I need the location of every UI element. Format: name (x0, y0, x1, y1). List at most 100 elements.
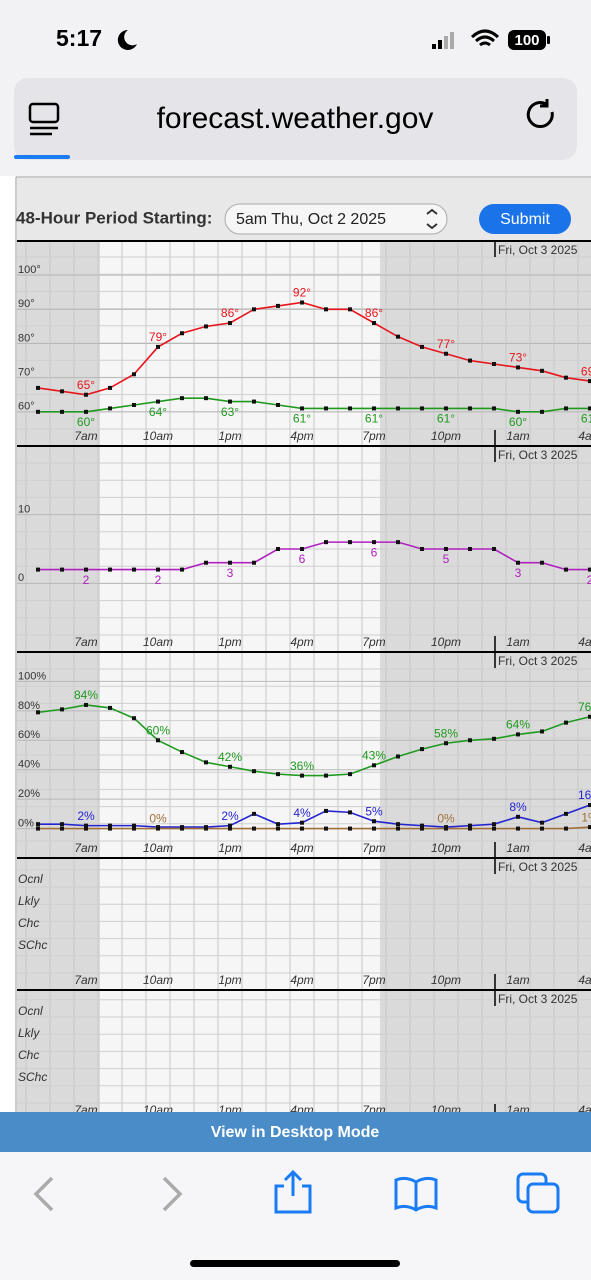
point (516, 732, 520, 737)
point (588, 825, 591, 830)
battery-level: 100 (514, 32, 539, 49)
battery (508, 30, 546, 50)
y-tick-label: 20% (18, 788, 40, 800)
point (492, 822, 496, 827)
share-button[interactable] (274, 1169, 312, 1214)
row-label: Lkly (18, 894, 40, 908)
point (300, 826, 304, 831)
submit-label[interactable]: Submit (500, 211, 550, 228)
point (396, 334, 400, 339)
point (276, 303, 280, 308)
x-tick-label: 1pm (218, 973, 241, 987)
x-tick-label: 4am (578, 635, 591, 649)
x-tick-label: 7am (74, 635, 97, 649)
point (36, 567, 40, 572)
data-label: 42% (218, 750, 242, 764)
x-tick-label: 4pm (290, 429, 313, 443)
series-line (38, 397, 590, 413)
point (204, 826, 208, 831)
tabs-button[interactable] (516, 1172, 560, 1214)
data-label: 60% (146, 723, 170, 737)
night-shade (380, 990, 591, 1120)
point (348, 772, 352, 777)
day-label: Fri, Oct 3 2025 (498, 992, 578, 1006)
point (180, 826, 184, 831)
data-label: 64° (149, 405, 167, 419)
y-tick-label: 60% (18, 729, 40, 741)
point (468, 358, 472, 363)
x-tick-label: 4am (578, 841, 591, 855)
y-tick-label: 80° (18, 332, 35, 344)
point (516, 409, 520, 414)
point (372, 826, 376, 831)
select-chevron[interactable] (426, 208, 438, 230)
data-label: 3 (515, 566, 522, 580)
reader-icon[interactable] (28, 102, 60, 136)
point (540, 368, 544, 373)
x-tick-label: 7pm (362, 635, 385, 649)
point (84, 409, 88, 414)
forward-button[interactable] (162, 1176, 183, 1212)
reload-icon[interactable] (526, 99, 554, 128)
data-label: 73° (509, 351, 527, 365)
submit-button[interactable] (479, 204, 571, 234)
point (468, 826, 472, 831)
point (324, 307, 328, 312)
data-label: 92° (293, 286, 311, 300)
point (108, 823, 112, 828)
panels: Fri, Oct 3 2025 7am 10am 1pm 4pm 7pm 10pm 1am 4a… (17, 240, 591, 1121)
point (36, 822, 40, 827)
wifi-icon (470, 29, 500, 47)
y-tick-label: 10 (18, 504, 30, 516)
point (420, 826, 424, 831)
point (372, 540, 376, 545)
day-label: Fri, Oct 3 2025 (498, 448, 578, 462)
point (36, 409, 40, 414)
point (132, 403, 136, 407)
form-label: 48-Hour Period Starting: (16, 208, 212, 227)
y-tick-label: 100° (18, 264, 41, 276)
data-label: 65° (77, 378, 95, 392)
data-label: 61° (293, 412, 311, 426)
point (564, 826, 568, 831)
point (564, 567, 568, 572)
data-label: 1% (581, 810, 591, 824)
point (204, 396, 208, 401)
x-tick-label: 10pm (431, 635, 461, 649)
bookmarks-button[interactable] (394, 1176, 438, 1212)
data-label: 61° (437, 412, 455, 426)
point (300, 773, 304, 778)
point (36, 385, 40, 390)
point (396, 754, 400, 759)
x-tick-label: 7pm (362, 429, 385, 443)
address-bar[interactable] (14, 78, 577, 160)
point (540, 826, 544, 831)
desktop-banner[interactable] (0, 1112, 591, 1152)
period-select-text[interactable]: 5am Thu, Oct 2 2025 (236, 211, 386, 228)
x-tick-label: 10pm (431, 429, 461, 443)
back-button[interactable] (33, 1176, 54, 1212)
point (324, 406, 328, 411)
x-tick-label: 7am (74, 429, 97, 443)
night-shade (17, 990, 100, 1120)
point (60, 822, 64, 827)
point (396, 540, 400, 545)
data-label: 3 (227, 566, 234, 580)
point (468, 406, 472, 411)
x-tick-label: 7pm (362, 841, 385, 855)
url[interactable]: forecast.weather.gov (157, 102, 434, 135)
data-label: 69° (581, 364, 591, 378)
point (540, 820, 544, 825)
period-select[interactable] (224, 203, 448, 235)
point (348, 406, 352, 411)
data-label: 77° (437, 337, 455, 351)
x-tick-label: 4pm (290, 635, 313, 649)
desktop-banner-text[interactable]: View in Desktop Mode (211, 1124, 380, 1141)
x-tick-label: 7am (74, 841, 97, 855)
point (252, 811, 256, 816)
point (156, 567, 160, 572)
point (228, 764, 232, 769)
x-tick-label: 1am (506, 635, 529, 649)
row-label: Chc (18, 1048, 39, 1062)
